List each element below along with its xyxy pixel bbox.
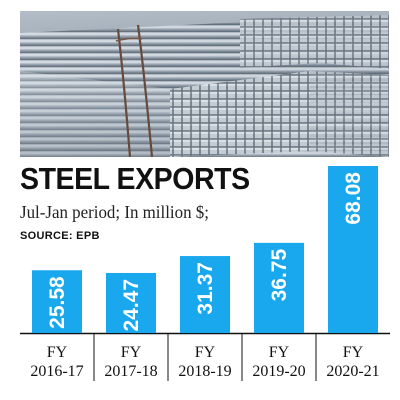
bar-2 bbox=[106, 272, 156, 333]
bar-1 bbox=[32, 270, 82, 333]
x-tick-label: 2017-18 bbox=[104, 363, 157, 380]
x-tick-label: FY bbox=[269, 344, 290, 361]
bar-3 bbox=[180, 256, 230, 333]
steel-bars-photo bbox=[20, 11, 389, 157]
bar-value-label: 25.58 bbox=[46, 276, 69, 329]
x-tick-label: FY bbox=[195, 344, 216, 361]
x-tick-label: 2019-20 bbox=[252, 363, 305, 380]
bar-value-label: 31.37 bbox=[194, 262, 217, 315]
chart-subtitle: Jul-Jan period; In million $; bbox=[20, 202, 209, 222]
bar-value-label: 24.47 bbox=[120, 279, 143, 332]
x-tick-label: 2016-17 bbox=[30, 363, 83, 380]
bar-value-label: 36.75 bbox=[268, 249, 291, 302]
bar-value-label: 68.08 bbox=[342, 172, 365, 225]
bar-4 bbox=[254, 242, 304, 333]
bar-5 bbox=[328, 166, 378, 333]
x-tick-label: FY bbox=[47, 344, 68, 361]
chart-title: STEEL EXPORTS bbox=[20, 161, 250, 196]
x-tick-label: 2020-21 bbox=[326, 363, 379, 380]
x-tick-label: FY bbox=[343, 344, 364, 361]
x-tick-label: FY bbox=[121, 344, 142, 361]
source-note: SOURCE: EPB bbox=[20, 230, 100, 242]
x-tick-label: 2018-19 bbox=[178, 363, 231, 380]
